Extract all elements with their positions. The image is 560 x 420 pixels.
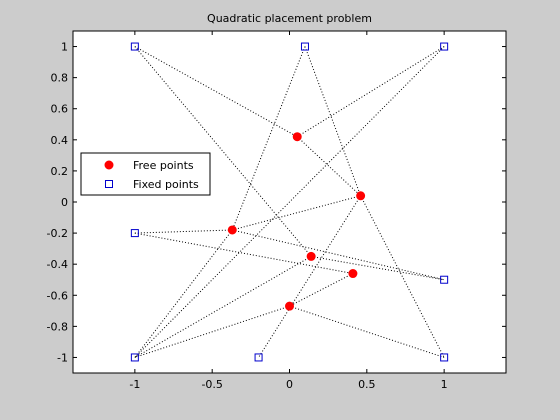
legend-box (80, 152, 211, 196)
y-tick-label: 0 (61, 196, 68, 209)
free-point-marker (306, 251, 316, 261)
link-line (360, 195, 445, 358)
fixed-point-marker (130, 353, 139, 362)
x-tick-label: 0 (286, 378, 293, 391)
free-point-marker (227, 225, 237, 235)
fixed-point-marker (130, 229, 139, 238)
fixed-point-marker (440, 275, 449, 284)
x-tick-label: -0.5 (201, 378, 222, 391)
link-line (134, 46, 445, 358)
fixed-point-marker (300, 42, 309, 51)
link-line (232, 229, 445, 281)
link-line (134, 229, 233, 234)
y-tick-label: 0.4 (51, 134, 69, 147)
legend-free-points-marker (104, 160, 114, 170)
link-line (304, 46, 362, 196)
y-tick-label: -0.4 (47, 258, 68, 271)
y-tick-label: -0.2 (47, 227, 68, 240)
chart-title: Quadratic placement problem (207, 12, 372, 25)
free-point-marker (285, 301, 294, 311)
legend: Free points Fixed points (80, 152, 211, 196)
free-point-marker (348, 269, 358, 279)
markers-layer (130, 42, 449, 362)
fixed-point-marker (440, 353, 449, 362)
link-line (258, 195, 362, 358)
link-line (134, 46, 298, 138)
link-line (134, 232, 353, 275)
link-line (134, 46, 312, 257)
axes-ticks: -1 -0.5 0 0.5 1 1 0.8 0.6 0.4 0.2 0 -0.2 -0.4 -0.6 -0.… (47, 31, 506, 391)
legend-fixed-points-marker (105, 180, 113, 188)
fixed-point-marker (130, 42, 139, 51)
y-tick-label: -1 (57, 351, 68, 364)
link-line (134, 305, 290, 358)
fixed-point-marker (254, 353, 263, 362)
fixed-point-marker (440, 42, 449, 51)
x-tick-label: 1 (441, 378, 448, 391)
y-tick-label: 0.6 (51, 103, 69, 116)
free-point-marker (356, 191, 366, 201)
links-layer (134, 46, 445, 358)
link-line (296, 136, 361, 197)
y-tick-label: -0.6 (47, 289, 68, 302)
y-tick-label: -0.8 (47, 320, 68, 333)
link-line (289, 305, 445, 358)
y-tick-label: 0.2 (51, 165, 69, 178)
free-point-marker (292, 132, 302, 142)
y-tick-label: 1 (61, 41, 68, 54)
legend-label: Free points (133, 159, 194, 172)
x-tick-label: 0.5 (358, 378, 376, 391)
link-line (134, 255, 312, 358)
link-line (232, 195, 361, 231)
x-tick-label: -1 (129, 378, 140, 391)
legend-label: Fixed points (133, 178, 199, 191)
y-tick-label: 0.8 (51, 72, 69, 85)
